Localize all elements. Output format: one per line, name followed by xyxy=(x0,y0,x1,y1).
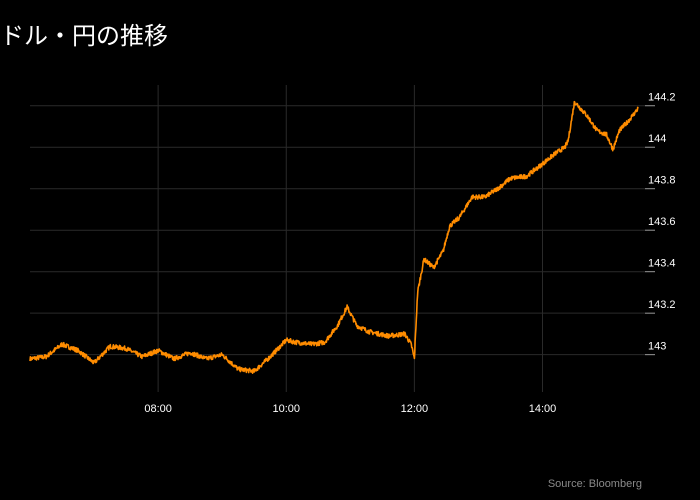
series-group xyxy=(29,100,639,375)
y-tick-label: 143.4 xyxy=(648,258,676,270)
x-axis: 08:00 10:00 12:00 14:00 xyxy=(144,403,556,415)
grid-lines xyxy=(30,85,645,392)
y-tick-label: 143.8 xyxy=(648,175,676,187)
y-tick-label: 143 xyxy=(648,341,666,353)
y-tick-label: 144.2 xyxy=(648,92,676,104)
x-tick-label: 14:00 xyxy=(529,403,557,415)
x-tick-label: 12:00 xyxy=(401,403,429,415)
y-tick-label: 144 xyxy=(648,133,666,145)
series-line xyxy=(29,100,639,375)
x-tick-label: 10:00 xyxy=(272,403,300,415)
y-axis: 143 143.2 143.4 143.6 143.8 144 144.2 xyxy=(645,92,676,356)
y-tick-label: 143.6 xyxy=(648,216,676,228)
x-tick-label: 08:00 xyxy=(144,403,172,415)
chart-title: ドル・円の推移 xyxy=(0,22,168,50)
source-note: Source: Bloomberg xyxy=(547,478,642,490)
y-tick-label: 143.2 xyxy=(648,299,676,311)
